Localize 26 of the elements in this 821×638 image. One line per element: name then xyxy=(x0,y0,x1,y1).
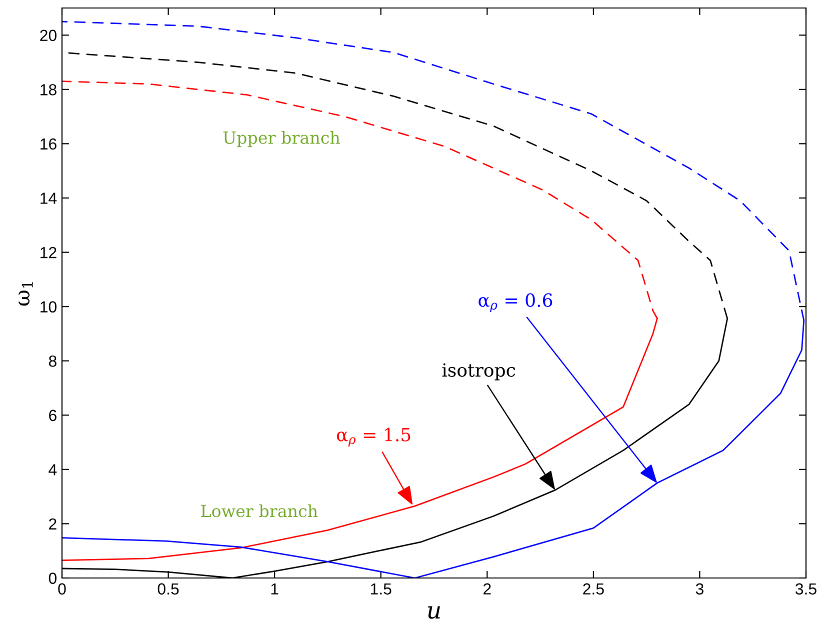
x-tick-label: 0 xyxy=(58,583,66,595)
annotation: Lower branch xyxy=(201,504,318,518)
x-axis-title: u xyxy=(428,606,440,619)
y-tick-label: 2 xyxy=(49,518,56,530)
x-tick-label: 3 xyxy=(696,583,704,595)
y-tick-label: 16 xyxy=(40,138,56,150)
annotation: Upper branch xyxy=(223,131,340,148)
y-tick-label: 12 xyxy=(40,246,56,258)
annotation: α$_{ρ}$ = 0.6 xyxy=(478,293,552,312)
x-tick-label: 1 xyxy=(271,583,278,594)
y-tick-label: 4 xyxy=(48,464,57,476)
x-tick-label: 2.5 xyxy=(583,583,604,595)
x-tick-label: 0.5 xyxy=(158,583,179,595)
y-tick-label: 18 xyxy=(40,84,56,96)
y-tick-label: 10 xyxy=(40,301,57,313)
x-tick-label: 1.5 xyxy=(370,583,392,595)
x-tick-label: 2 xyxy=(484,583,491,594)
annotation: α$_{ρ}$ = 1.5 xyxy=(336,428,410,447)
x-tick-label: 3.5 xyxy=(796,583,816,595)
annotation: isotropc xyxy=(442,363,516,380)
y-tick-label: 0 xyxy=(48,572,57,584)
y-tick-label: 8 xyxy=(48,355,56,367)
y-tick-label: 20 xyxy=(40,30,57,42)
y-tick-label: 14 xyxy=(40,192,57,204)
y-axis-title: ω$_{1}$ xyxy=(18,282,33,306)
y-tick-label: 6 xyxy=(49,410,56,422)
